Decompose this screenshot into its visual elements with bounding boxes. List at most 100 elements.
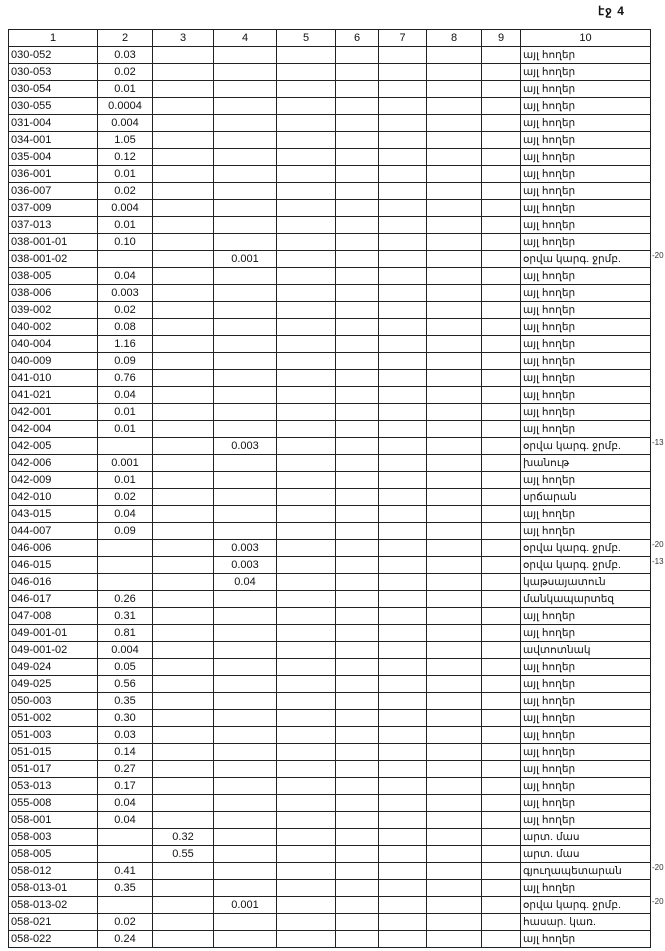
col7-cell (378, 233, 427, 251)
col7-cell (378, 709, 427, 727)
col9-cell (481, 216, 521, 234)
col8-cell (426, 539, 482, 557)
col5-cell (276, 233, 336, 251)
col8-cell (426, 573, 482, 591)
col7-cell (378, 777, 427, 795)
table-row: 038-001-02 0.001 օրվա կարգ. ջրմբ. (8, 250, 651, 268)
col7-cell (378, 726, 427, 744)
col5-cell (276, 131, 336, 149)
col9-cell (481, 862, 521, 880)
col8-cell (426, 148, 482, 166)
col5-cell (276, 267, 336, 285)
col6-cell (335, 386, 379, 404)
margin-note: -20 (652, 540, 664, 549)
col9-cell (481, 165, 521, 183)
table-row: 049-001-02 0.004 ավտոտնակ (8, 641, 651, 659)
page-number: էջ 4 (598, 4, 625, 18)
col2-value-cell (97, 556, 153, 574)
table-row: 049-001-01 0.81 այլ հողեր (8, 624, 651, 642)
col7-cell (378, 165, 427, 183)
parcel-code-cell: 042-009 (8, 471, 98, 489)
col8-cell (426, 454, 482, 472)
col8-cell (426, 182, 482, 200)
col3-value-cell (152, 335, 214, 353)
parcel-code-cell: 040-002 (8, 318, 98, 336)
parcel-code-cell: 050-003 (8, 692, 98, 710)
col3-value-cell (152, 46, 214, 64)
col8-cell (426, 675, 482, 693)
col7-cell (378, 811, 427, 829)
land-use-cell: այլ հողեր (520, 80, 651, 98)
parcel-code-cell: 042-004 (8, 420, 98, 438)
table-row: 051-017 0.27 այլ հողեր (8, 760, 651, 778)
col3-value-cell (152, 216, 214, 234)
parcel-code-cell: 031-004 (8, 114, 98, 132)
table-row: 041-021 0.04 այլ հողեր (8, 386, 651, 404)
parcel-code-cell: 051-003 (8, 726, 98, 744)
land-use-cell: այլ հողեր (520, 760, 651, 778)
parcel-code-cell: 038-006 (8, 284, 98, 302)
col2-value-cell: 0.56 (97, 675, 153, 693)
col3-value-cell (152, 471, 214, 489)
col8-cell (426, 913, 482, 931)
col3-value-cell (152, 607, 214, 625)
parcel-code-cell: 049-024 (8, 658, 98, 676)
col6-cell (335, 250, 379, 268)
col7-cell (378, 97, 427, 115)
col6-cell (335, 233, 379, 251)
col8-cell (426, 760, 482, 778)
table-row: 040-002 0.08 այլ հողեր (8, 318, 651, 336)
col8-cell (426, 471, 482, 489)
land-use-cell: այլ հողեր (520, 165, 651, 183)
col3-value-cell (152, 692, 214, 710)
land-use-cell: այլ հողեր (520, 233, 651, 251)
land-use-cell: այլ հողեր (520, 284, 651, 302)
col9-cell (481, 131, 521, 149)
col4-value-cell (213, 590, 277, 608)
col2-value-cell: 0.03 (97, 726, 153, 744)
col7-cell (378, 318, 427, 336)
col4-value-cell (213, 675, 277, 693)
parcel-code-cell: 030-054 (8, 80, 98, 98)
col2-value-cell: 0.02 (97, 488, 153, 506)
col2-value-cell: 0.09 (97, 352, 153, 370)
col8-cell (426, 233, 482, 251)
col8-cell (426, 658, 482, 676)
col2-value-cell: 0.04 (97, 505, 153, 523)
col5-cell (276, 148, 336, 166)
col3-value-cell (152, 794, 214, 812)
col5-cell (276, 930, 336, 948)
col7-cell (378, 199, 427, 217)
col6-cell (335, 63, 379, 81)
land-use-cell: այլ հողեր (520, 658, 651, 676)
col9-cell (481, 675, 521, 693)
table-row: 030-054 0.01 այլ հողեր (8, 80, 651, 98)
col9-cell (481, 811, 521, 829)
col2-value-cell: 0.17 (97, 777, 153, 795)
col6-cell (335, 658, 379, 676)
parcel-code-cell: 038-001-02 (8, 250, 98, 268)
col6-cell (335, 471, 379, 489)
column-header: 10 (520, 29, 651, 47)
col4-value-cell (213, 913, 277, 931)
col4-value-cell (213, 63, 277, 81)
table-row: 046-016 0.04 կաթսայատուն (8, 573, 651, 591)
col8-cell (426, 811, 482, 829)
col8-cell (426, 709, 482, 727)
land-use-cell: այլ հողեր (520, 182, 651, 200)
col9-cell (481, 692, 521, 710)
table-row: 038-001-01 0.10 այլ հողեր (8, 233, 651, 251)
col8-cell (426, 845, 482, 863)
col4-value-cell (213, 641, 277, 659)
col9-cell (481, 658, 521, 676)
col2-value-cell: 0.0004 (97, 97, 153, 115)
col5-cell (276, 573, 336, 591)
col8-cell (426, 301, 482, 319)
table-row: 034-001 1.05 այլ հողեր (8, 131, 651, 149)
col8-cell (426, 46, 482, 64)
col7-cell (378, 454, 427, 472)
col3-value-cell (152, 743, 214, 761)
col2-value-cell: 0.35 (97, 692, 153, 710)
land-use-cell: այլ հողեր (520, 97, 651, 115)
parcel-code-cell: 037-013 (8, 216, 98, 234)
